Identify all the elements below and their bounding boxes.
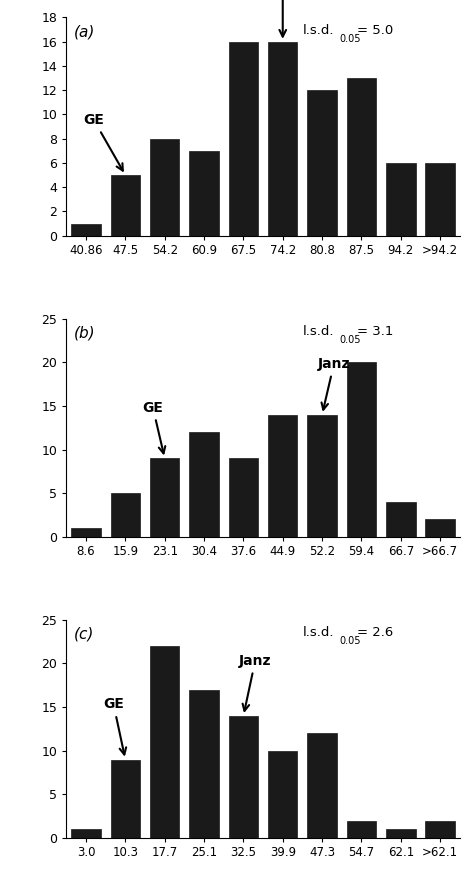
Bar [150, 139, 180, 236]
Bar [307, 733, 337, 838]
Bar [386, 502, 416, 537]
Bar [386, 163, 416, 236]
Bar [189, 151, 219, 236]
Text: 0.05: 0.05 [339, 34, 361, 44]
Bar [425, 163, 455, 236]
Text: Janz: Janz [239, 654, 272, 711]
Bar [425, 821, 455, 838]
Bar [268, 42, 298, 236]
Text: l.s.d.: l.s.d. [302, 24, 334, 37]
Bar [228, 42, 258, 236]
Bar [150, 458, 180, 537]
Text: l.s.d.: l.s.d. [302, 627, 334, 639]
Text: 0.05: 0.05 [339, 335, 361, 345]
Bar [189, 432, 219, 537]
Text: (a): (a) [74, 24, 96, 39]
Text: = 2.6: = 2.6 [357, 627, 393, 639]
Bar [150, 646, 180, 838]
Bar [71, 829, 101, 838]
Bar [386, 829, 416, 838]
Text: l.s.d.: l.s.d. [302, 325, 334, 338]
Text: Janz: Janz [318, 357, 350, 409]
Bar [110, 493, 140, 537]
Text: GE: GE [103, 698, 126, 754]
Bar [346, 821, 376, 838]
Text: = 5.0: = 5.0 [357, 24, 393, 37]
Text: GE: GE [143, 401, 165, 453]
Bar [268, 415, 298, 537]
Bar [71, 223, 101, 236]
Text: GE: GE [83, 113, 123, 170]
Bar [307, 90, 337, 236]
Bar [110, 175, 140, 236]
Bar [228, 458, 258, 537]
Bar [307, 415, 337, 537]
Bar [425, 519, 455, 537]
Bar [71, 528, 101, 537]
Text: = 3.1: = 3.1 [357, 325, 393, 338]
Bar [228, 716, 258, 838]
Text: Janz: Janz [266, 0, 299, 37]
Bar [189, 690, 219, 838]
Text: (c): (c) [74, 627, 95, 642]
Bar [346, 78, 376, 236]
Bar [346, 362, 376, 537]
Bar [268, 751, 298, 838]
Text: (b): (b) [74, 325, 96, 340]
Text: 0.05: 0.05 [339, 636, 361, 646]
Bar [110, 760, 140, 838]
